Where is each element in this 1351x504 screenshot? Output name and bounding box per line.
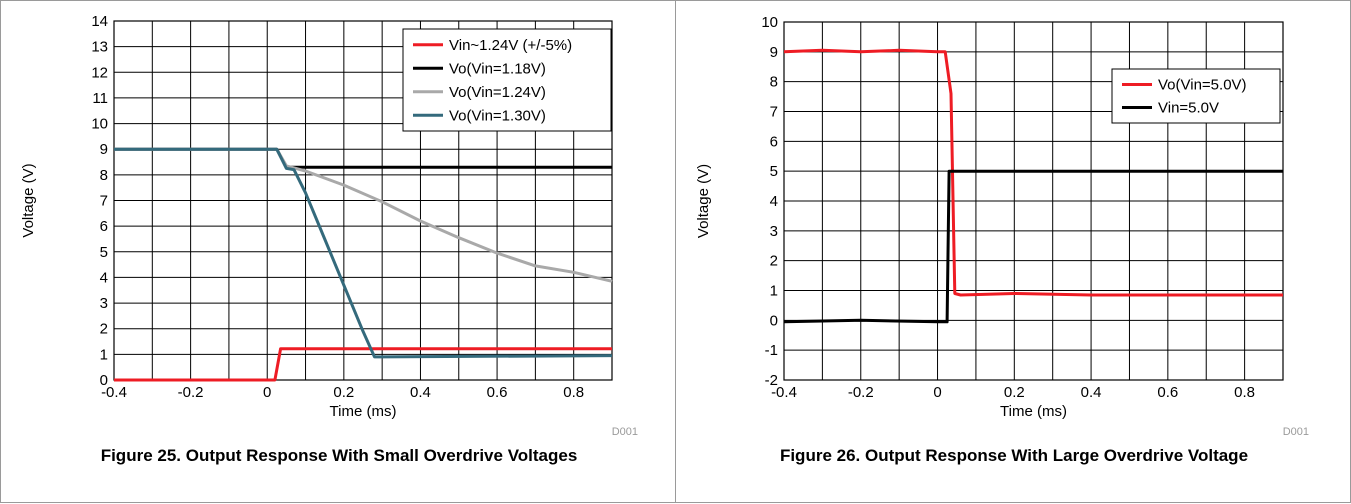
legend-entry-label: Vo(Vin=5.0V): [1158, 77, 1247, 94]
legend: Vo(Vin=5.0V) Vin=5.0V: [1111, 68, 1281, 124]
y-tick-label: 9: [100, 141, 108, 158]
y-tick-label: 6: [100, 218, 108, 235]
x-tick-label: 0.4: [1081, 384, 1102, 401]
legend: Vin~1.24V (+/-5%) Vo(Vin=1.18V) Vo(Vin=1.2…: [402, 28, 612, 132]
plot-area-border: [113, 20, 613, 381]
x-axis-label: Time (ms): [1000, 403, 1067, 420]
y-tick-label: 10: [761, 14, 778, 31]
y-tick-label: 13: [91, 39, 108, 56]
y-tick-label: 8: [770, 74, 778, 91]
x-axis-label: Time (ms): [330, 403, 397, 420]
y-tick-label: 2: [100, 321, 108, 338]
y-axis-label: Voltage (V): [695, 164, 712, 238]
x-tick-label: 0: [263, 384, 271, 401]
legend-entry-label: Vo(Vin=1.18V): [449, 60, 546, 77]
figure-caption: Figure 25. Output Response With Small Ov…: [100, 446, 578, 465]
y-tick-label: 7: [100, 193, 108, 210]
plot-area-border: [783, 21, 1284, 381]
y-tick-label: 5: [770, 163, 778, 180]
y-tick-label: 2: [770, 253, 778, 270]
series-line: [114, 147, 612, 169]
figure-tag: D001: [612, 426, 638, 438]
chart-figure-26: -2 -1 0 1 2 3 4 5 6 7 8 9 10 -0.4 -0.2 0 0.2 0.4 0.6 0.8 Tim…: [695, 14, 1309, 438]
y-tick-label: 8: [100, 167, 108, 184]
y-tick-label: 3: [770, 223, 778, 240]
y-tick-label: 4: [100, 269, 108, 286]
legend-entry-label: Vin~1.24V (+/-5%): [449, 37, 572, 54]
x-tick-label: 0.2: [1004, 384, 1025, 401]
x-tick-label: 0.8: [563, 384, 584, 401]
y-tick-label: 3: [100, 295, 108, 312]
x-tick-label: -0.2: [178, 384, 204, 401]
y-tick-label: 10: [91, 116, 108, 133]
y-tick-label: 1: [770, 283, 778, 300]
y-tick-label: 6: [770, 133, 778, 150]
y-tick-label: 12: [91, 64, 108, 81]
x-tick-label: 0.4: [410, 384, 431, 401]
y-tick-label: -2: [765, 372, 778, 389]
y-tick-label: 11: [92, 90, 108, 107]
series-line: [114, 347, 612, 382]
legend-box: [1111, 68, 1281, 124]
x-tick-label: 0.2: [333, 384, 354, 401]
figure-caption: Figure 26. Output Response With Large Ov…: [779, 446, 1249, 465]
y-tick-label: 1: [100, 346, 108, 363]
x-tick-label: 0: [933, 384, 941, 401]
y-tick-label: 0: [770, 312, 778, 329]
y-tick-label: 0: [100, 372, 108, 389]
series-line: [114, 147, 613, 283]
y-tick-label: 9: [770, 44, 778, 61]
x-tick-label: -0.4: [101, 384, 127, 401]
y-axis-label: Voltage (V): [20, 163, 37, 237]
chart-panel-right: -2 -1 0 1 2 3 4 5 6 7 8 9 10 -0.4 -0.2 0 0.2 0.4 0.6 0.8 Tim…: [675, 0, 1351, 503]
series-line: [783, 169, 1283, 324]
y-tick-label: 7: [770, 104, 778, 121]
x-tick-label: -0.4: [771, 384, 797, 401]
legend-entry-label: Vo(Vin=1.24V): [449, 84, 546, 101]
x-tick-label: 0.6: [487, 384, 508, 401]
series-line: [783, 48, 1283, 297]
series-line: [114, 147, 613, 359]
chart-panel-left: 0 1 2 3 4 5 6 7 8 9 10 11 12 13 14 -0.4 -0.2 0 0.2 0.4 0.6 0.…: [0, 0, 676, 503]
x-tick-label: 0.6: [1157, 384, 1178, 401]
y-tick-label: -1: [765, 342, 778, 359]
x-tick-label: 0.8: [1234, 384, 1255, 401]
y-tick-label: 14: [91, 13, 108, 30]
y-tick-label: 4: [770, 193, 778, 210]
figure-tag: D001: [1283, 426, 1309, 438]
x-tick-label: -0.2: [848, 384, 874, 401]
y-tick-label: 5: [100, 244, 108, 261]
legend-entry-label: Vin=5.0V: [1158, 100, 1219, 117]
legend-entry-label: Vo(Vin=1.30V): [449, 107, 546, 124]
